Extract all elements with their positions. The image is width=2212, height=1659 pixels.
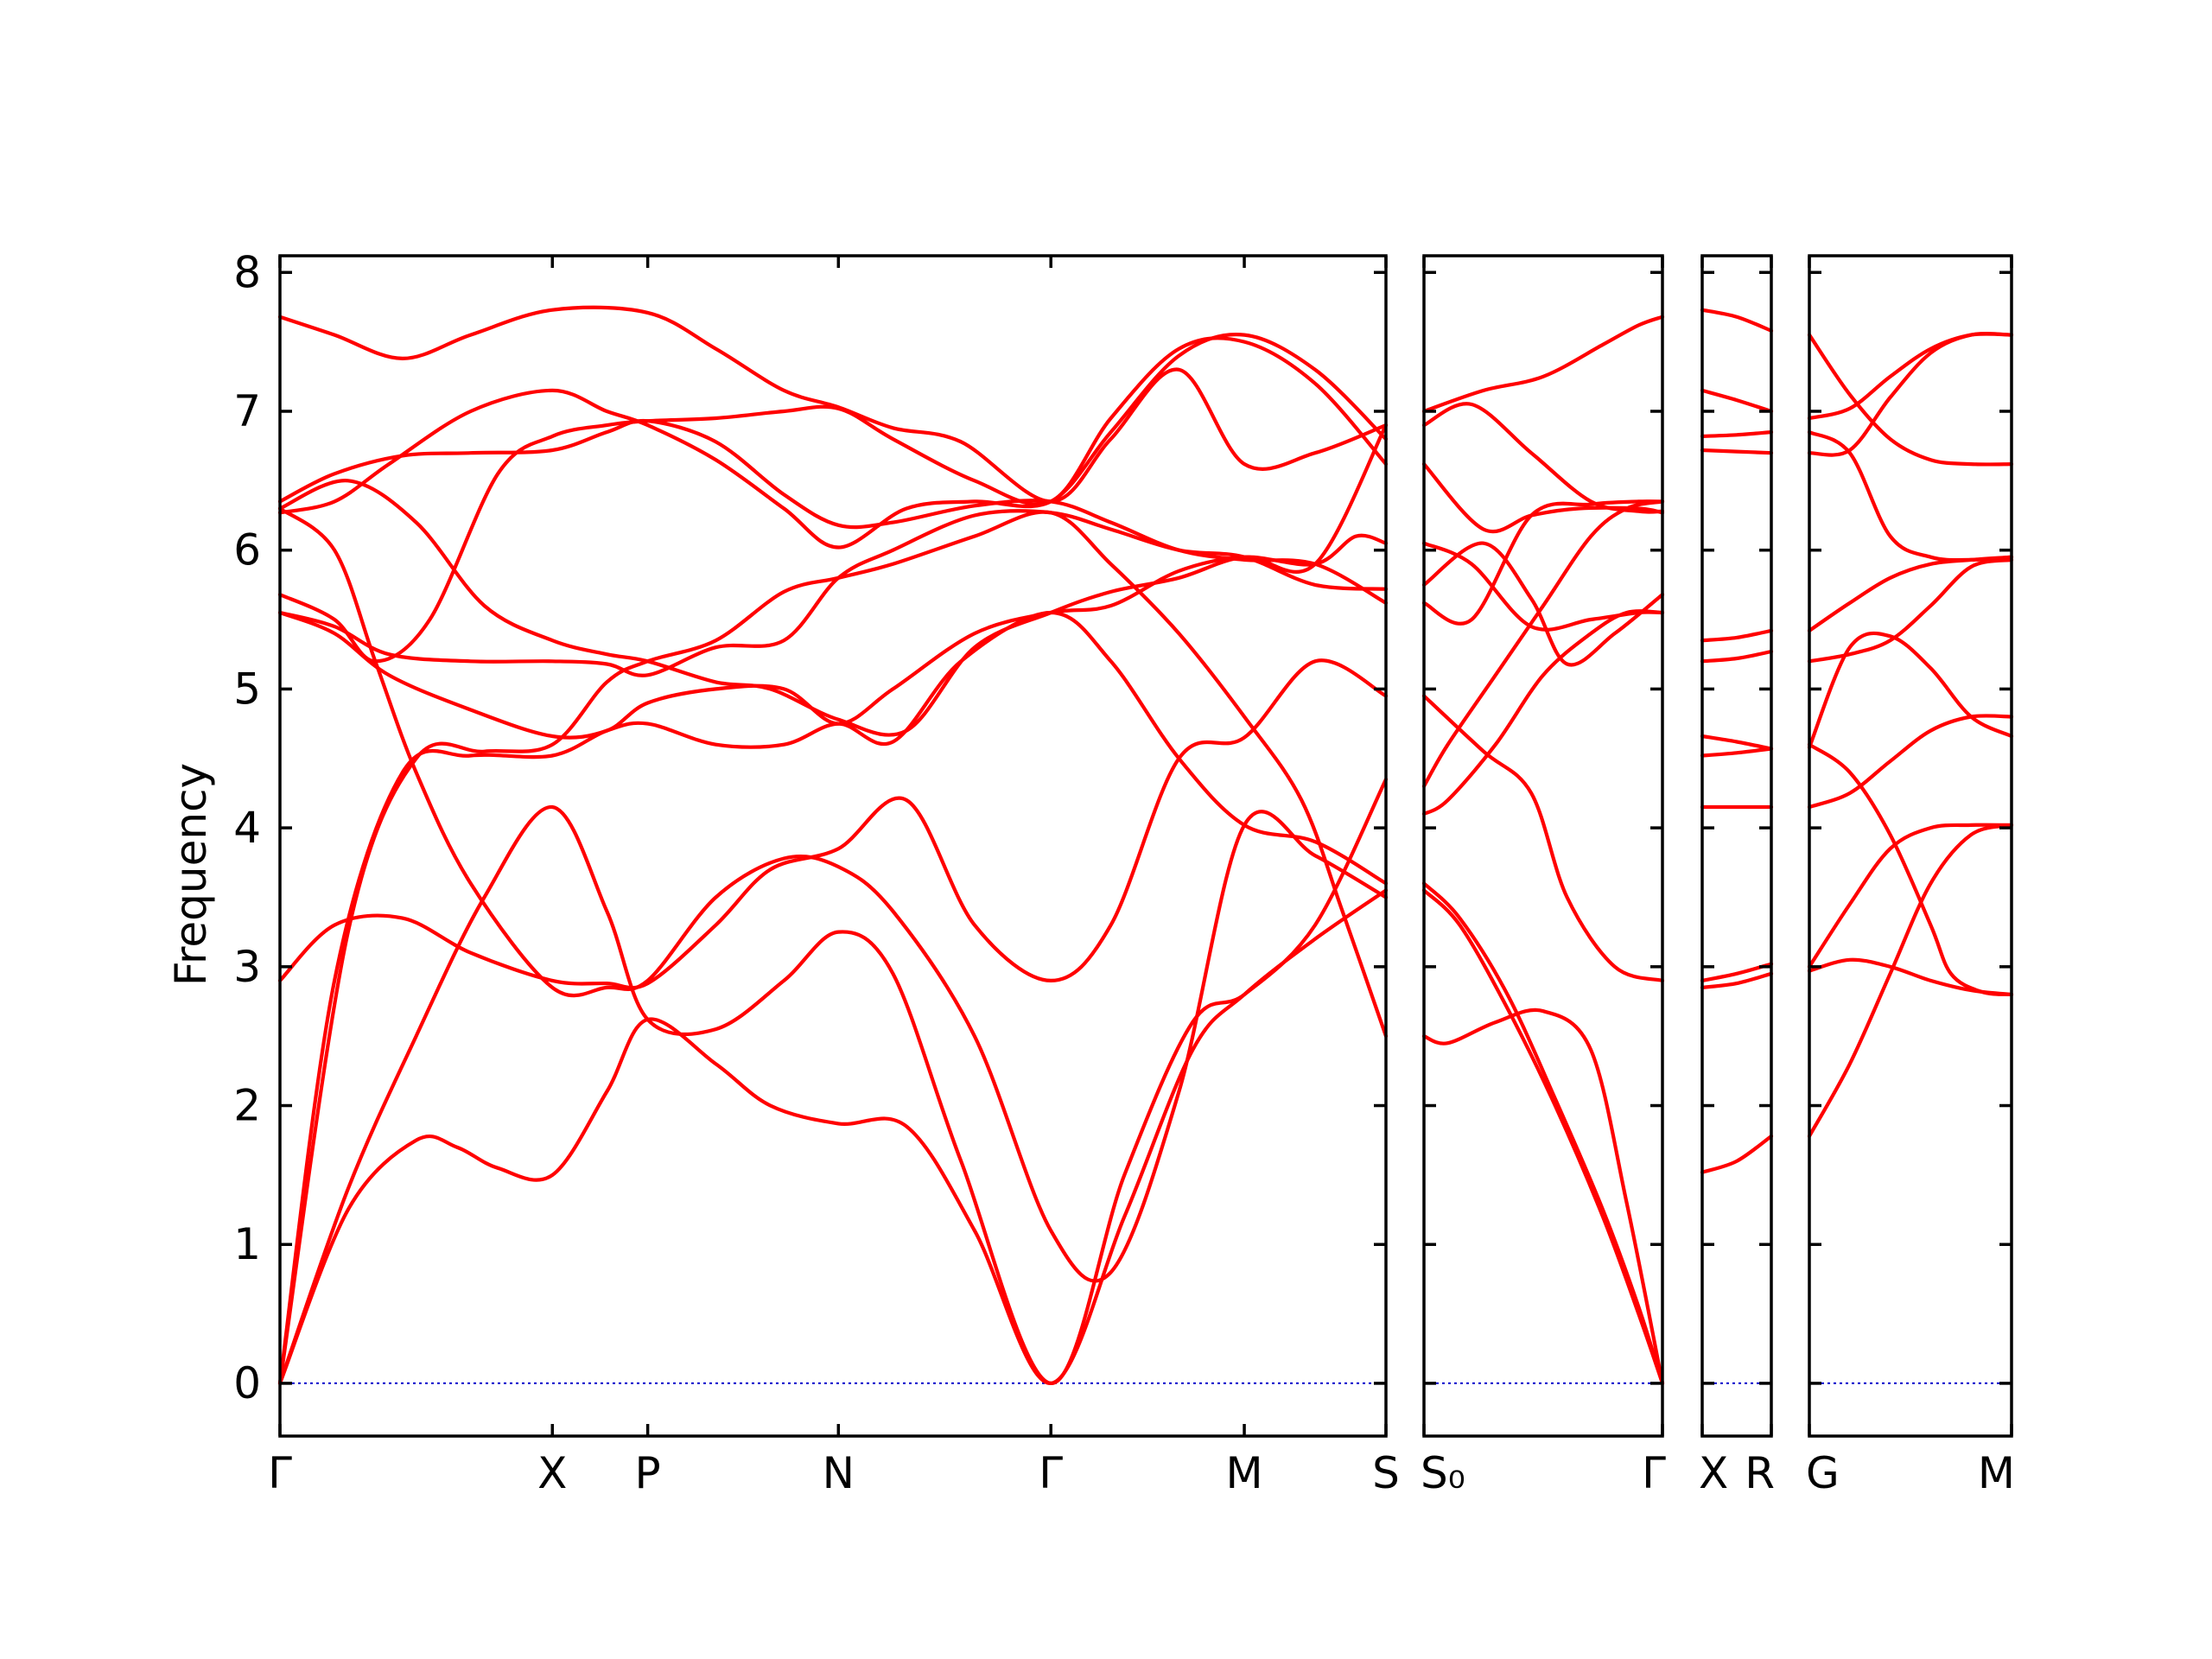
- phonon-band-line: [277, 610, 1389, 1385]
- x-tick-label: S₀: [1421, 1448, 1465, 1498]
- phonon-band-line: [1700, 747, 1774, 758]
- phonon-band-line: [277, 336, 1389, 664]
- panels: Γ X P N Γ M S S₀ Γ X R G M: [268, 254, 2015, 1498]
- phonon-band-line: [1421, 541, 1665, 632]
- phonon-band-line: [277, 533, 1389, 740]
- panel-frame: [1808, 254, 2013, 1438]
- x-tick-label: Γ: [1642, 1448, 1666, 1498]
- x-tick-label: R: [1745, 1448, 1775, 1498]
- y-tick-label: 3: [233, 942, 261, 992]
- phonon-band-line: [1807, 631, 2014, 749]
- phonon-band-line: [1700, 971, 1774, 989]
- phonon-band-line: [277, 777, 1389, 1386]
- x-tick-label: Γ: [1039, 1448, 1063, 1498]
- phonon-band-line: [277, 510, 1389, 1385]
- x-tick-label: Γ: [268, 1448, 292, 1498]
- phonon-band-line: [1421, 499, 1665, 788]
- x-tick-label: S: [1372, 1448, 1400, 1498]
- phonon-band-line: [1700, 308, 1774, 333]
- phonon-band-line: [1807, 557, 2014, 664]
- y-tick-label: 0: [233, 1358, 261, 1408]
- phonon-band-line: [277, 888, 1389, 1385]
- y-tick-label: 1: [233, 1219, 261, 1269]
- phonon-band-line: [1807, 333, 2014, 467]
- phonon-band-line: [1421, 315, 1665, 414]
- phonon-band-line: [1807, 823, 2014, 969]
- phonon-band-line: [277, 506, 1389, 1283]
- phonon-band-line: [1700, 1134, 1774, 1174]
- panel-2: S₀ Γ: [1421, 254, 1666, 1498]
- x-tick-label: M: [1225, 1448, 1262, 1498]
- x-tick-label: N: [823, 1448, 855, 1498]
- phonon-band-line: [1700, 628, 1774, 643]
- phonon-band-line: [1807, 555, 2014, 632]
- phonon-band-line: [1421, 499, 1665, 626]
- x-tick-label: X: [1699, 1448, 1728, 1498]
- phonon-band-line: [1807, 332, 2014, 421]
- y-tick-label: 4: [233, 803, 261, 853]
- phonon-band-line: [1421, 609, 1665, 817]
- y-axis-ticks: 0 1 2 3 4 5 6 7 8: [233, 247, 261, 1408]
- phonon-band-line: [1421, 694, 1665, 982]
- x-tick-label: G: [1806, 1448, 1840, 1498]
- x-tick-label: P: [635, 1448, 661, 1498]
- panel-frame: [278, 254, 1388, 1438]
- y-tick-label: 7: [233, 386, 261, 436]
- y-axis-label: Frequency: [166, 763, 216, 986]
- phonon-band-line: [1421, 462, 1665, 534]
- phonon-band-line: [277, 305, 1389, 504]
- x-tick-label: X: [537, 1448, 567, 1498]
- y-tick-label: 2: [233, 1081, 261, 1131]
- phonon-band-line: [277, 658, 1389, 990]
- phonon-band-line: [1807, 742, 2014, 997]
- phonon-band-line: [1421, 402, 1665, 514]
- panel-frame: [1700, 254, 1773, 1438]
- phonon-band-line: [1807, 714, 2014, 810]
- phonon-band-line: [277, 423, 1389, 737]
- phonon-band-line: [1807, 331, 2014, 457]
- phonon-band-line: [1807, 957, 2014, 997]
- phonon-band-line: [1700, 649, 1774, 664]
- phonon-band-line: [1421, 1007, 1665, 1385]
- y-tick-label: 6: [233, 525, 261, 575]
- phonon-band-line: [1700, 448, 1774, 455]
- phonon-band-line: [277, 509, 1389, 677]
- phonon-band-line: [277, 333, 1389, 550]
- panel-frame: [1422, 254, 1664, 1438]
- y-tick-label: 8: [233, 247, 261, 297]
- phonon-band-line: [1700, 734, 1774, 751]
- phonon-band-line: [1700, 430, 1774, 438]
- phonon-band-line: [1421, 888, 1665, 1385]
- phonon-band-line: [1700, 388, 1774, 414]
- phonon-band-line: [1421, 881, 1665, 1385]
- phonon-band-line: [1807, 823, 2014, 1138]
- y-tick-label: 5: [233, 664, 261, 714]
- x-tick-label: M: [1978, 1448, 2015, 1498]
- phonon-band-line: [277, 418, 1389, 605]
